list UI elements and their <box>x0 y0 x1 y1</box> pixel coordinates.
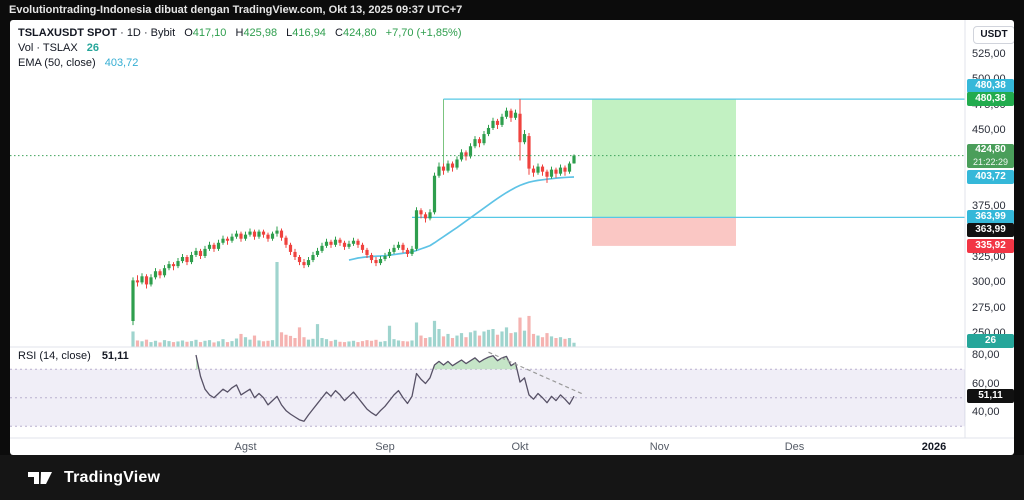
time-axis-label-sep: Sep <box>375 441 395 453</box>
ray-low-badge: 363,99 <box>967 210 1014 225</box>
ema-legend-row: EMA (50, close) 403,72 <box>18 56 462 71</box>
time-axis-label-2026: 2026 <box>921 441 947 453</box>
close-label: C <box>335 27 343 39</box>
symbol-title[interactable]: TSLAXUSDT SPOT <box>18 27 118 39</box>
high-label: H <box>235 27 244 39</box>
volume-legend-row: Vol · TSLAX 26 <box>18 41 462 56</box>
open-label: O <box>184 27 193 39</box>
long-position-stop-zone <box>592 217 736 246</box>
price-tick-275: 275,00 <box>972 301 1006 314</box>
entry-badge: 363,99 <box>967 223 1014 238</box>
time-axis-label-okt: Okt <box>511 441 529 453</box>
rsi-tick-40: 40,00 <box>972 406 1000 418</box>
price-tick-450: 450,00 <box>972 124 1006 136</box>
ema-label: EMA (50, close) <box>18 57 96 69</box>
publish-banner: Evolutiontrading-Indonesia dibuat dengan… <box>0 0 1024 20</box>
stop-badge: 335,92 <box>967 238 1014 253</box>
rsi-legend: RSI (14, close) 51,11 <box>18 350 129 362</box>
long-position-profit-zone <box>592 99 736 218</box>
chart-container: TSLAXUSDT SPOT · 1D · Bybit O417,10 H425… <box>10 20 1014 455</box>
ema-line <box>348 176 575 261</box>
chart-legend: TSLAXUSDT SPOT · 1D · Bybit O417,10 H425… <box>18 26 462 71</box>
volume-label: Vol · TSLAX <box>18 42 78 54</box>
time-axis-label-des: Des <box>784 441 805 453</box>
tradingview-logo-icon[interactable] <box>28 468 54 488</box>
time-axis-label-nov: Nov <box>649 441 670 453</box>
volume-value: 26 <box>86 42 100 54</box>
open-value: 417,10 <box>192 27 227 39</box>
rsi-tick-80: 80,00 <box>972 349 1000 361</box>
price-tick-325: 325,00 <box>972 251 1006 263</box>
rsi-value-badge: 51,11 <box>967 389 1014 404</box>
legend-separator: · <box>120 27 124 39</box>
countdown-timer: 21:22:29 <box>972 156 1009 167</box>
ema-badge: 403,72 <box>967 170 1014 185</box>
rsi-value: 51,11 <box>101 350 129 362</box>
exchange-label: Bybit <box>150 27 176 39</box>
rsi-line <box>195 354 575 422</box>
last-price-badge: 424,80 21:22:29 <box>967 143 1014 168</box>
rsi-tick-60: 60,00 <box>972 377 1000 390</box>
currency-toggle-button[interactable]: USDT <box>973 26 1014 44</box>
footer-bar: TradingView <box>0 455 1024 500</box>
close-value: 424,80 <box>342 27 377 39</box>
target-badge: 480,38 <box>967 92 1014 107</box>
ema-value: 403,72 <box>104 57 139 69</box>
price-tick-525: 525,00 <box>972 47 1006 60</box>
low-value: 416,94 <box>292 27 326 39</box>
low-label: L <box>286 27 293 39</box>
rsi-trendline-drawing <box>488 351 584 395</box>
price-chart-svg[interactable] <box>10 20 1014 455</box>
time-axis-label-agst: Agst <box>234 441 257 453</box>
high-value: 425,98 <box>243 27 278 39</box>
timeframe-label[interactable]: 1D <box>126 27 141 39</box>
change-value: +7,70 (+1,85%) <box>385 27 462 39</box>
symbol-legend-row: TSLAXUSDT SPOT · 1D · Bybit O417,10 H425… <box>18 26 462 41</box>
tradingview-brand[interactable]: TradingView <box>64 468 161 486</box>
price-tick-375: 375,00 <box>972 200 1006 213</box>
rsi-indicator-label: RSI (14, close) <box>18 350 91 362</box>
volume-badge: 26 <box>967 334 1014 348</box>
legend-separator2: · <box>143 27 148 39</box>
price-tick-300: 300,00 <box>972 276 1006 289</box>
ray-high-badge: 480,38 <box>967 79 1014 94</box>
